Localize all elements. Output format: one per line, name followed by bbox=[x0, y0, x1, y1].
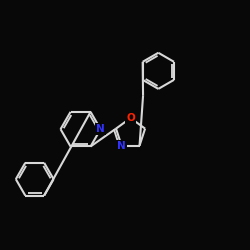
Text: N: N bbox=[96, 124, 105, 134]
Text: O: O bbox=[126, 113, 135, 123]
Text: N: N bbox=[117, 141, 126, 151]
